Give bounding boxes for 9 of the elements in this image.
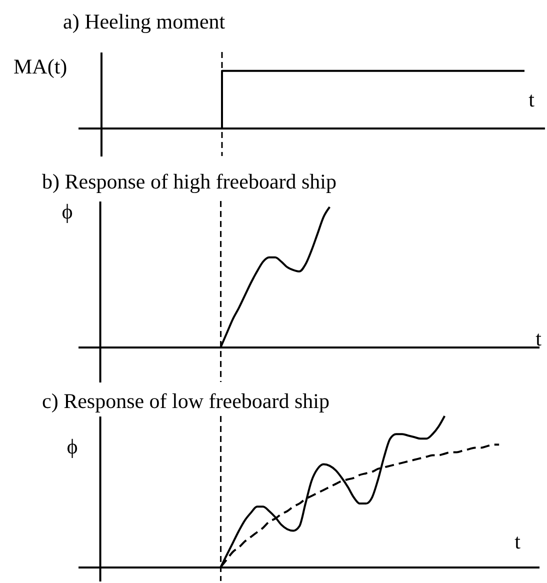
chart-title: a) Heeling moment — [63, 9, 226, 34]
x-axis-title: t — [514, 529, 521, 554]
x-axis-title: t — [528, 88, 535, 112]
y-axis-title: ϕ — [66, 434, 78, 458]
y-axis-title: ϕ — [62, 200, 73, 224]
chart-title: c) Response of low freeboard ship — [42, 389, 330, 413]
y-axis-title: MA(t) — [13, 54, 68, 78]
x-axis-title: t — [536, 326, 542, 351]
chart-title: b) Response of high freeboard ship — [42, 169, 337, 194]
